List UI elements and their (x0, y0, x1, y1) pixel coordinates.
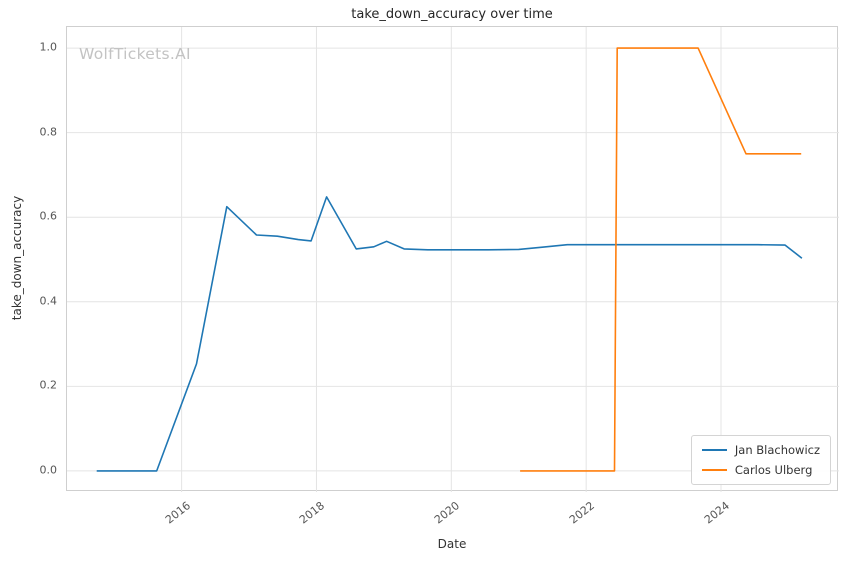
series-line-jan-blachowicz (96, 196, 803, 472)
chart-title: take_down_accuracy over time (351, 7, 553, 22)
x-axis-label: Date (437, 537, 467, 551)
plot-area: WolfTickets.AI Jan Blachowicz Carlos Ulb… (66, 26, 839, 492)
watermark: WolfTickets.AI (79, 45, 191, 63)
series-line-carlos-ulberg (520, 47, 802, 472)
legend-line-swatch-jan-blachowicz (701, 449, 727, 451)
plot-canvas (67, 27, 839, 492)
x-tick-label: 2022 (567, 499, 598, 527)
y-tick-label: 0.4 (39, 294, 58, 308)
x-tick-label: 2018 (297, 499, 328, 527)
y-tick-label: 0.8 (39, 125, 58, 139)
y-axis-label: take_down_accuracy (10, 195, 24, 321)
legend: Jan Blachowicz Carlos Ulberg (690, 435, 831, 485)
y-tick-label: 0.2 (39, 378, 58, 392)
y-tick-label: 0.0 (39, 463, 58, 477)
legend-item-jan-blachowicz: Jan Blachowicz (701, 443, 820, 457)
y-tick-label: 0.6 (39, 209, 58, 223)
legend-label-jan-blachowicz: Jan Blachowicz (734, 443, 820, 457)
legend-item-carlos-ulberg: Carlos Ulberg (701, 463, 820, 477)
x-tick-label: 2016 (162, 499, 193, 527)
legend-label-carlos-ulberg: Carlos Ulberg (734, 463, 813, 477)
legend-line-swatch-carlos-ulberg (701, 469, 727, 471)
x-tick-label: 2024 (701, 499, 733, 527)
y-tick-label: 1.0 (39, 40, 58, 54)
x-tick-label: 2020 (432, 499, 463, 527)
